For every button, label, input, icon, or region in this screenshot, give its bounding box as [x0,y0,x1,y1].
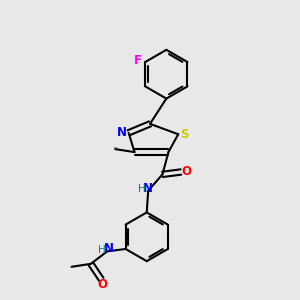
Text: O: O [98,278,108,291]
Text: O: O [182,165,192,178]
Text: H: H [138,184,146,194]
Text: N: N [117,126,127,139]
Text: N: N [143,182,153,195]
Text: S: S [181,128,189,141]
Text: methyl: methyl [114,146,118,148]
Text: N: N [103,242,113,256]
Text: F: F [134,54,142,67]
Text: H: H [98,245,106,255]
